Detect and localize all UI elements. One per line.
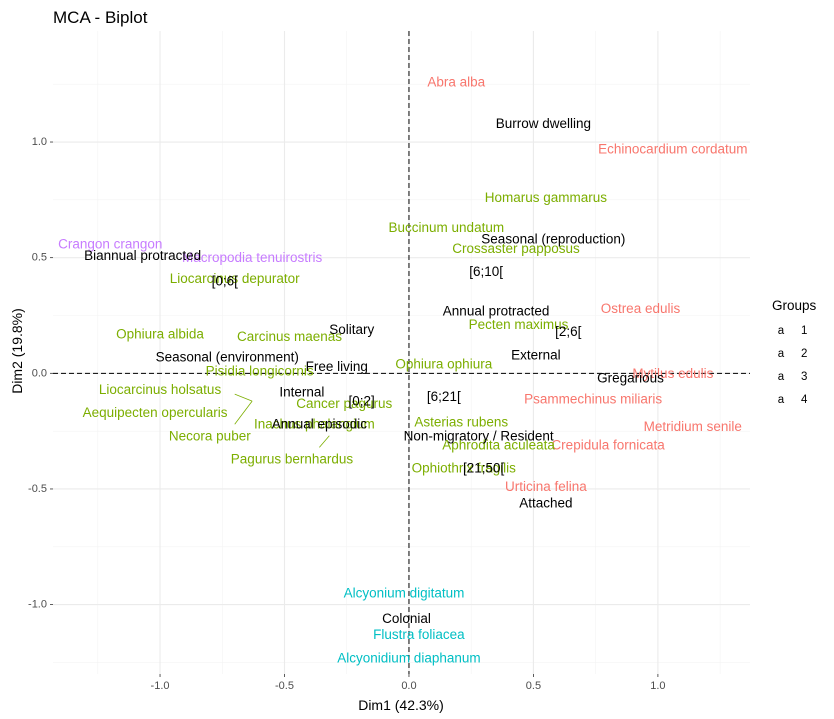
point-label: Alcyonium digitatum xyxy=(344,586,465,601)
point-label: Ophiura ophiura xyxy=(395,357,492,372)
point-label: Pisidia longicornis xyxy=(206,364,314,379)
point-label: Internal xyxy=(279,384,324,399)
point-label: Annual protracted xyxy=(443,303,550,318)
point-label: [6;10[ xyxy=(469,264,503,279)
chart-title: MCA - Biplot xyxy=(53,8,148,27)
point-label: Macropodia tenuirostris xyxy=(182,250,323,265)
repel-segment xyxy=(234,400,253,425)
point-label: Crossaster papposus xyxy=(452,241,580,256)
point-label: Ophiothrix fragilis xyxy=(412,461,517,476)
point-label: Alcyonidium diaphanum xyxy=(337,650,480,665)
legend-entry-label: 4 xyxy=(801,394,808,406)
point-label: Homarus gammarus xyxy=(485,190,608,205)
point-label: Inachus phalangium xyxy=(254,417,375,432)
point-label: Mytilus edulis xyxy=(632,366,713,381)
x-tick-label: -1.0 xyxy=(151,680,170,692)
x-tick-label: 0.0 xyxy=(401,680,416,692)
point-label: External xyxy=(511,347,561,362)
point-label: Metridium senile xyxy=(644,419,742,434)
reference-lines xyxy=(53,31,750,674)
point-labels: Abra alba Echinocardium cordatum Ostrea ed… xyxy=(58,74,747,665)
minor-gridlines xyxy=(53,31,750,674)
point-label: [0;2] xyxy=(349,394,375,409)
legend: Groups a 1 a 2 a 3 a 4 xyxy=(772,298,817,406)
point-label: Pecten maximus xyxy=(469,317,569,332)
point-label: Attached xyxy=(519,495,572,510)
legend-key: a xyxy=(778,371,785,383)
y-tick-label: -1.0 xyxy=(28,599,47,611)
y-tick-label: 1.0 xyxy=(32,136,47,148)
point-label: [2;6[ xyxy=(555,324,582,339)
legend-key: a xyxy=(778,325,785,337)
x-axis-title: Dim1 (42.3%) xyxy=(358,697,444,713)
point-label: Abra alba xyxy=(427,74,485,89)
point-label: Aphrodita aculeata xyxy=(442,438,555,453)
point-label: Urticina felina xyxy=(505,479,587,494)
x-tick-label: -0.5 xyxy=(275,680,294,692)
point-label: Burrow dwelling xyxy=(496,116,591,131)
y-tick-label: 0.5 xyxy=(32,252,47,264)
point-label: Seasonal (reproduction) xyxy=(481,232,625,247)
point-label: Asterias rubens xyxy=(414,414,508,429)
point-label: Ophiura albida xyxy=(116,326,204,341)
point-label: Carcinus maenas xyxy=(237,329,342,344)
point-label: Annual episodic xyxy=(272,417,368,432)
point-label: [6;21[ xyxy=(427,389,461,404)
point-label: Free living xyxy=(306,359,368,374)
point-label: [21;50[ xyxy=(463,461,505,476)
point-label: Liocarcinus holsatus xyxy=(99,382,222,397)
legend-title: Groups xyxy=(772,298,817,313)
repel-segments xyxy=(234,393,330,448)
point-label: Cancer pagurus xyxy=(296,396,392,411)
x-tick-label: 1.0 xyxy=(650,680,665,692)
point-label: Buccinum undatum xyxy=(389,220,505,235)
point-label: Echinocardium cordatum xyxy=(598,141,747,156)
point-label: Liocarcinus depurator xyxy=(170,271,300,286)
point-label: Biannual protracted xyxy=(84,248,201,263)
point-label: [0;6[ xyxy=(212,273,239,288)
point-label: Non-migratory / Resident xyxy=(404,428,554,443)
point-label: Necora puber xyxy=(169,428,251,443)
point-label: Pagurus bernhardus xyxy=(231,451,354,466)
point-label: Psammechinus miliaris xyxy=(524,391,662,406)
legend-entry-label: 3 xyxy=(801,371,807,383)
point-label: Ostrea edulis xyxy=(601,301,681,316)
major-gridlines xyxy=(53,31,750,674)
legend-key: a xyxy=(778,394,785,406)
point-label: Seasonal (environment) xyxy=(156,350,299,365)
axis-ticks: -1.0 -0.5 0.0 0.5 1.0 -1.0 -0.5 0.0 0.5 1.0 xyxy=(28,136,666,692)
point-label: Crepidula fornicata xyxy=(551,438,665,453)
legend-entry-label: 1 xyxy=(801,325,807,337)
repel-segment xyxy=(234,393,253,402)
y-tick-label: 0.0 xyxy=(32,367,47,379)
y-axis-title: Dim2 (19.8%) xyxy=(9,308,25,394)
repel-segment xyxy=(319,435,330,448)
x-tick-label: 0.5 xyxy=(526,680,541,692)
legend-key: a xyxy=(778,348,785,360)
point-label: Crangon crangon xyxy=(58,236,162,251)
point-label: Aequipecten opercularis xyxy=(83,405,228,420)
y-tick-label: -0.5 xyxy=(28,483,47,495)
point-label: Solitary xyxy=(329,322,374,337)
legend-entry-label: 2 xyxy=(801,348,807,360)
point-label: Gregarious xyxy=(597,370,664,385)
point-label: Colonial xyxy=(382,611,431,626)
point-label: Flustra foliacea xyxy=(373,627,465,642)
